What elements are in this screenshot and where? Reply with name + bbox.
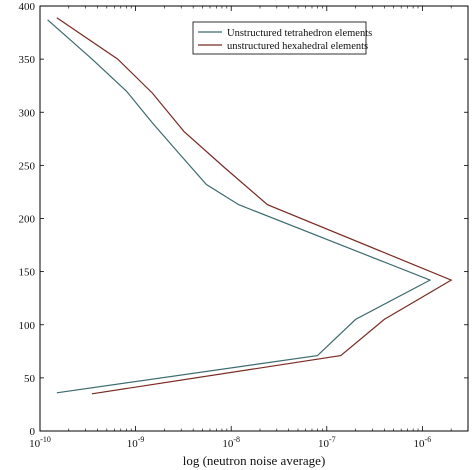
legend: Unstructured tetrahedron elements unstru… xyxy=(192,21,372,55)
series-layer xyxy=(47,17,453,395)
y-tick-label: 350 xyxy=(19,54,36,66)
y-tick-label: 250 xyxy=(19,160,36,172)
y-tick-label: 150 xyxy=(19,267,36,279)
x-axis-title: log (neutron noise average) xyxy=(183,453,326,468)
y-tick-label: 0 xyxy=(30,426,36,438)
legend-box xyxy=(192,21,367,55)
x-tick-label: 10-6 xyxy=(414,435,432,450)
x-tick-label: 10-7 xyxy=(318,435,336,450)
y-tick-label: 200 xyxy=(19,214,36,226)
x-tick-label: 10-9 xyxy=(127,435,145,450)
y-tick-label: 100 xyxy=(19,320,36,332)
legend-label-hexahedral: unstructured hexahedral elements xyxy=(227,41,368,52)
x-tick-label: 10-10 xyxy=(29,435,51,450)
x-tick-label: 10-8 xyxy=(222,435,240,450)
legend-label-tetrahedron: Unstructured tetrahedron elements xyxy=(227,28,372,39)
y-tick-label: 50 xyxy=(24,373,36,385)
y-tick-label: 400 xyxy=(19,1,36,13)
series-line-tetrahedron xyxy=(47,19,432,394)
ticks-layer: 0 50 100 150 200 250 300 350 400 10-10 10-9 10-8 10-… xyxy=(19,1,468,450)
y-tick-label: 300 xyxy=(19,107,36,119)
series-line-hexahedral xyxy=(56,17,453,395)
